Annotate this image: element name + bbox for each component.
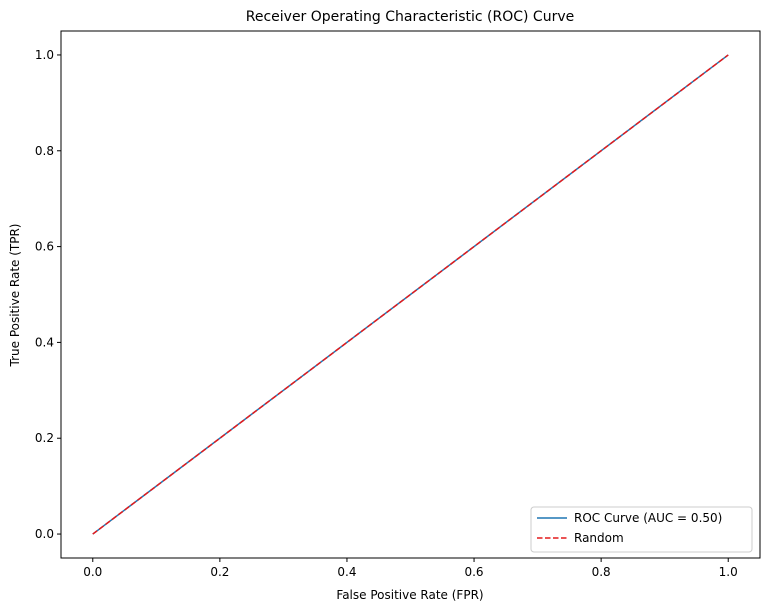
legend-entry-random: Random	[574, 531, 624, 545]
legend: ROC Curve (AUC = 0.50) Random	[530, 506, 753, 553]
y-tick-label: 1.0	[35, 48, 54, 62]
legend-entry-roc: ROC Curve (AUC = 0.50)	[574, 511, 722, 525]
y-axis-ticks: 0.0 0.2 0.4 0.6 0.8 1.0	[35, 48, 61, 541]
series-line-1	[92, 54, 729, 535]
plot-frame	[60, 30, 761, 559]
plot-area: 0.0 0.2 0.4 0.6 0.8 1.0 0.0 0.2 0.4 0.6 0.8 1.0	[35, 30, 761, 579]
y-tick-label: 0.0	[35, 527, 54, 541]
x-tick-label: 0.8	[592, 565, 611, 579]
x-axis-ticks: 0.0 0.2 0.4 0.6 0.8 1.0	[83, 558, 738, 579]
x-tick-label: 0.4	[337, 565, 356, 579]
x-axis-label: False Positive Rate (FPR)	[336, 588, 483, 602]
x-tick-label: 0.0	[83, 565, 102, 579]
x-tick-label: 0.2	[210, 565, 229, 579]
x-tick-label: 1.0	[719, 565, 738, 579]
y-axis-label: True Positive Rate (TPR)	[8, 224, 22, 368]
series-layer	[92, 54, 729, 535]
x-tick-label: 0.6	[464, 565, 483, 579]
y-tick-label: 0.8	[35, 144, 54, 158]
chart-title: Receiver Operating Characteristic (ROC) …	[246, 9, 575, 25]
y-tick-label: 0.4	[35, 335, 54, 349]
y-tick-label: 0.2	[35, 431, 54, 445]
y-tick-label: 0.6	[35, 240, 54, 254]
legend-box	[530, 506, 753, 553]
